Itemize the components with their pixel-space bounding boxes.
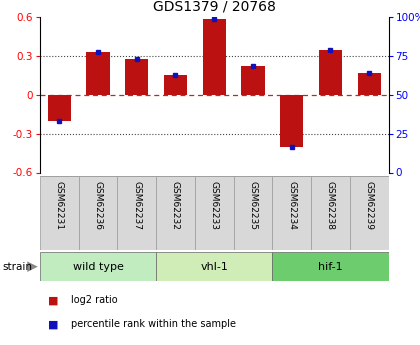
Text: percentile rank within the sample: percentile rank within the sample: [71, 319, 236, 329]
Text: GSM62234: GSM62234: [287, 181, 296, 230]
Bar: [156, 176, 195, 250]
Bar: [319, 50, 342, 95]
Text: GSM62239: GSM62239: [365, 181, 374, 230]
Bar: [202, 19, 226, 95]
Bar: [125, 59, 148, 95]
Bar: [156, 252, 272, 281]
Bar: [241, 66, 265, 95]
Text: GSM62233: GSM62233: [210, 181, 219, 230]
Bar: [272, 176, 311, 250]
Polygon shape: [27, 262, 38, 272]
Text: strain: strain: [2, 263, 32, 272]
Text: GSM62238: GSM62238: [326, 181, 335, 230]
Bar: [280, 95, 303, 147]
Bar: [350, 176, 388, 250]
Bar: [164, 76, 187, 95]
Text: ■: ■: [48, 319, 59, 329]
Text: hif-1: hif-1: [318, 262, 343, 272]
Text: log2 ratio: log2 ratio: [71, 295, 118, 305]
Text: GSM62237: GSM62237: [132, 181, 141, 230]
Bar: [117, 176, 156, 250]
Bar: [87, 52, 110, 95]
Bar: [79, 176, 117, 250]
Title: GDS1379 / 20768: GDS1379 / 20768: [153, 0, 276, 13]
Bar: [272, 252, 388, 281]
Bar: [47, 95, 71, 121]
Bar: [357, 73, 381, 95]
Text: vhl-1: vhl-1: [200, 262, 228, 272]
Text: GSM62232: GSM62232: [171, 181, 180, 230]
Bar: [40, 176, 79, 250]
Text: ■: ■: [48, 295, 59, 305]
Bar: [40, 252, 156, 281]
Bar: [234, 176, 272, 250]
Bar: [195, 176, 234, 250]
Bar: [311, 176, 350, 250]
Text: GSM62231: GSM62231: [55, 181, 64, 230]
Text: GSM62236: GSM62236: [94, 181, 102, 230]
Text: wild type: wild type: [73, 262, 123, 272]
Text: GSM62235: GSM62235: [249, 181, 257, 230]
